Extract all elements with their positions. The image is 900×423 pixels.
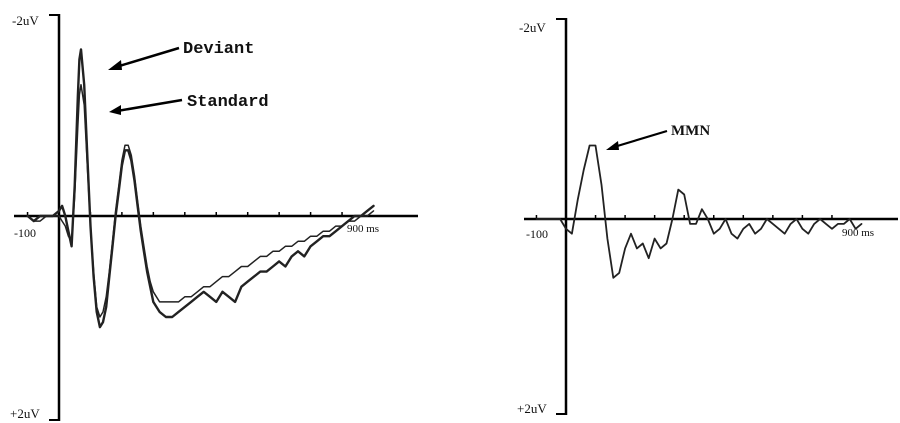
difference-line [535,144,863,279]
right-x-ticks [535,215,833,219]
right-x-start-label: -100 [526,227,548,241]
left-chart: -2uV +2uV -100 900 ms Deviant Standard [10,13,418,421]
mmn-arrow [606,129,668,150]
standard-arrow [109,98,183,115]
right-x-end-label: 900 ms [842,227,874,239]
standard-line [26,83,375,318]
right-y-top-label: -2uV [519,20,546,35]
right-y-bottom-label: +2uV [517,401,547,416]
deviant-arrow [108,46,180,70]
left-x-start-label: -100 [14,226,36,240]
right-chart: -2uV +2uV -100 900 ms MMN [517,18,898,416]
left-y-top-label: -2uV [12,13,39,28]
left-y-bottom-label: +2uV [10,406,40,421]
deviant-line [26,48,375,329]
standard-annotation: Standard [187,93,269,112]
deviant-annotation: Deviant [183,40,254,59]
left-x-end-label: 900 ms [347,223,379,235]
mmn-annotation: MMN [671,123,710,139]
